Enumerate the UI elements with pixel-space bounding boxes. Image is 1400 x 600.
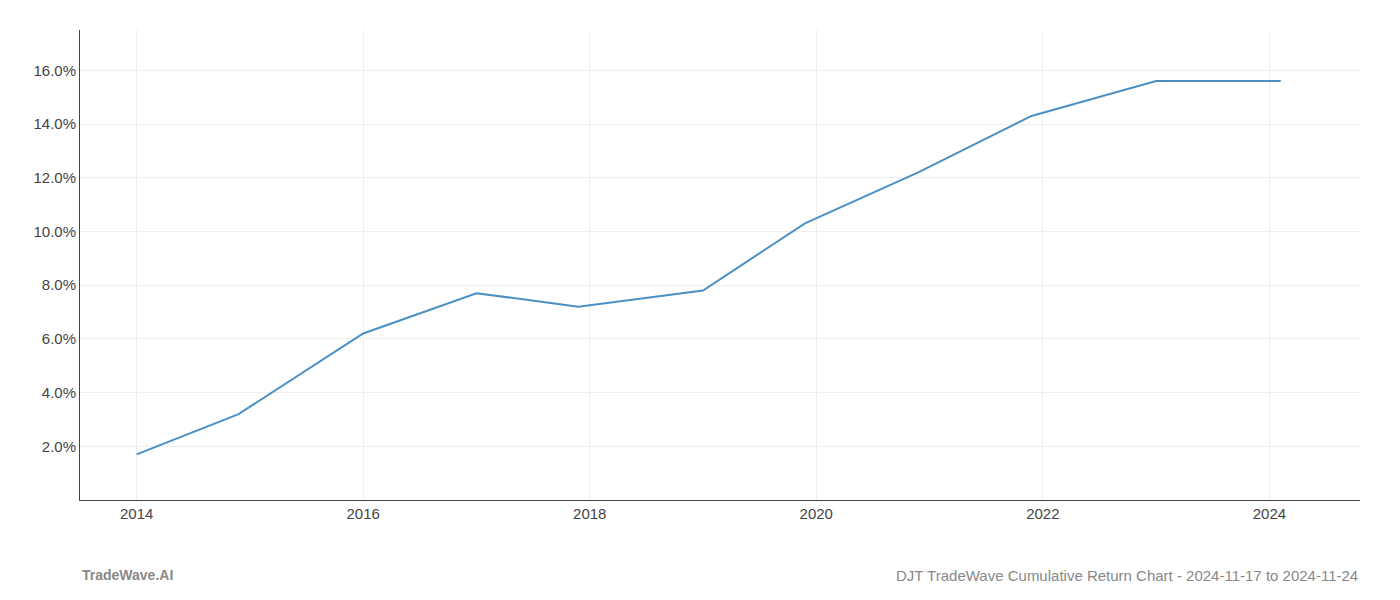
svg-text:2018: 2018 xyxy=(573,505,606,522)
svg-text:2.0%: 2.0% xyxy=(42,438,76,455)
svg-text:4.0%: 4.0% xyxy=(42,384,76,401)
svg-text:6.0%: 6.0% xyxy=(42,330,76,347)
svg-text:16.0%: 16.0% xyxy=(33,62,76,79)
svg-text:10.0%: 10.0% xyxy=(33,223,76,240)
svg-text:TradeWave.AI: TradeWave.AI xyxy=(82,567,173,583)
svg-text:2022: 2022 xyxy=(1026,505,1059,522)
svg-text:12.0%: 12.0% xyxy=(33,169,76,186)
svg-text:2016: 2016 xyxy=(347,505,380,522)
svg-text:8.0%: 8.0% xyxy=(42,276,76,293)
svg-text:14.0%: 14.0% xyxy=(33,115,76,132)
svg-text:2024: 2024 xyxy=(1253,505,1286,522)
svg-text:2020: 2020 xyxy=(800,505,833,522)
svg-text:2014: 2014 xyxy=(120,505,153,522)
svg-text:DJT TradeWave Cumulative Retur: DJT TradeWave Cumulative Return Chart - … xyxy=(896,567,1358,584)
